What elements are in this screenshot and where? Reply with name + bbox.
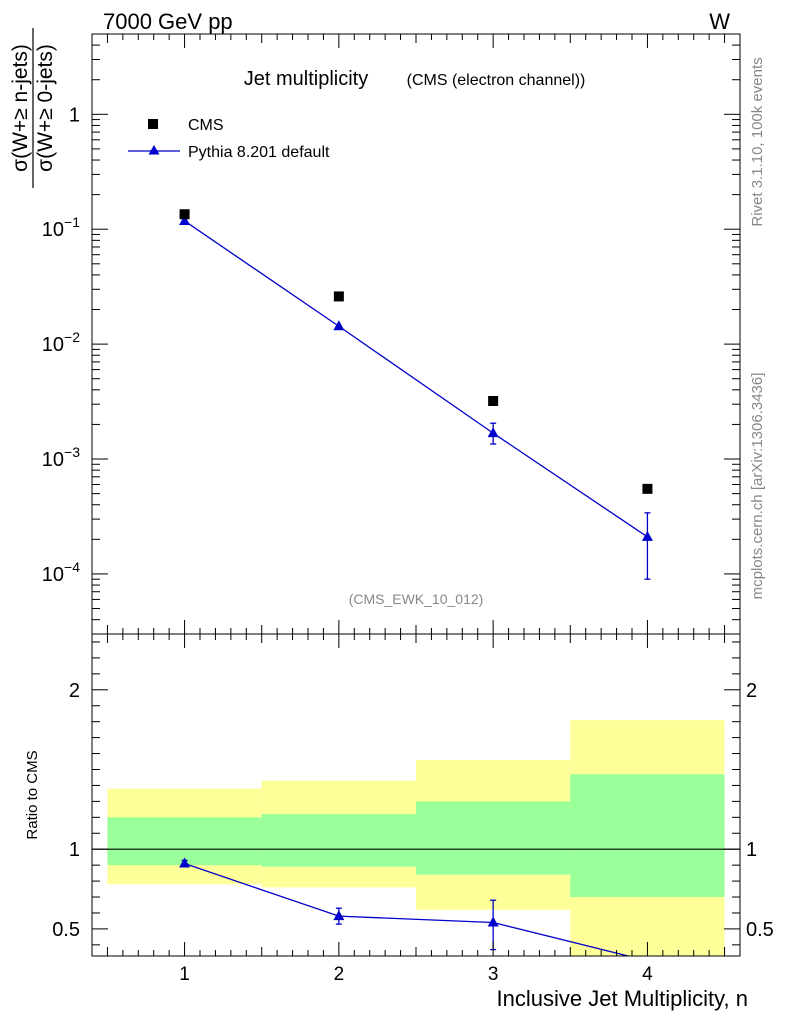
ratio-y-tick-label-right: 2 [746,680,757,702]
cms-point [488,395,499,406]
analysis-watermark: (CMS_EWK_10_012) [349,591,484,607]
ratio-y-tick-label-right: 1 [746,839,757,861]
y-tick-label: 10−4 [42,559,80,586]
x-tick-label: 4 [642,964,653,985]
pythia-point [179,214,191,225]
ratio-pythia-point [487,916,499,927]
pythia-point [487,427,499,438]
ratio-pythia-point [333,910,345,921]
y-tick-label: 1 [69,104,80,126]
pythia-point [641,530,653,541]
ratio-y-tick-label: 2 [69,680,80,702]
cms-point [179,209,190,220]
y-axis-label-denominator: σ(W+≥ 0-jets) [34,44,57,172]
x-tick-label: 3 [488,964,499,985]
legend-pythia-label: Pythia 8.201 default [188,144,330,161]
ratio-green-band [261,814,416,867]
x-axis-label: Inclusive Jet Multiplicity, n [497,986,748,1011]
x-tick-label: 2 [334,964,345,985]
ratio-y-tick-label: 0.5 [52,919,80,941]
ratio-pythia-point [179,857,191,868]
legend-cms-label: CMS [188,117,224,134]
main-subtitle: (CMS (electron channel)) [407,72,586,89]
pythia-point [333,320,345,331]
pythia-line [184,220,648,538]
legend-pythia-marker [148,145,160,155]
legend: CMS Pythia 8.201 default [128,117,330,161]
ratio-pythia-line [184,862,631,956]
x-tick-label: 1 [179,964,190,985]
ratio-y-tick-label-right: 0.5 [746,919,774,941]
cms-point [333,291,344,302]
mcplots-reference-label: mcplots.cern.ch [arXiv:1306.3436] [749,373,766,600]
y-tick-label: 10−1 [42,214,80,241]
y-tick-label: 10−2 [42,329,80,356]
cms-point [642,483,653,494]
ratio-green-band [416,801,571,875]
legend-cms-marker [148,119,158,129]
ratio-panel: 1 2 3 4 0.5 0.5 1 1 2 2 Ratio to CMS Inclusive Je… [24,633,774,1011]
header-energy-label: 7000 GeV pp [103,9,233,34]
ratio-y-axis-label: Ratio to CMS [24,750,41,839]
ratio-green-band [570,774,725,898]
rivet-version-label: Rivet 3.1.10, 100k events [749,57,766,226]
y-axis-label-numerator: σ(W+≥ n-jets) [9,44,32,172]
header-process-label: W [709,9,730,34]
ratio-green-band [107,817,262,866]
main-title: Jet multiplicity [244,68,368,90]
ratio-y-tick-label: 1 [69,839,80,861]
main-panel: 1 10−1 10−2 10−3 10−4 Jet multiplicity (CMS … [9,28,741,635]
y-tick-label: 10−3 [42,444,80,471]
